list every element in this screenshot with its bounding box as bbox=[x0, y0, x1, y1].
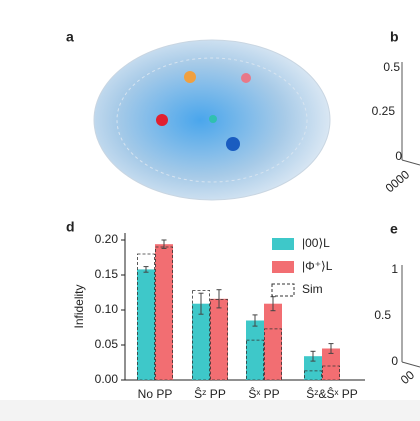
y-tick-label: 0.15 bbox=[95, 267, 119, 281]
y-tick-label: 0.20 bbox=[95, 232, 119, 246]
y-tick-label: 0.00 bbox=[95, 372, 119, 386]
sim-bar bbox=[210, 299, 228, 381]
error-bar bbox=[310, 350, 316, 362]
bar bbox=[246, 320, 264, 380]
tick-label: 00 bbox=[398, 368, 417, 388]
error-bar bbox=[161, 239, 167, 249]
sim-bar bbox=[246, 339, 264, 381]
panel-e-axes bbox=[401, 265, 420, 368]
legend-swatch bbox=[272, 238, 294, 250]
bar bbox=[264, 303, 282, 380]
legend-swatch bbox=[272, 261, 294, 273]
error-bar bbox=[252, 314, 258, 327]
x-tick-label: Ŝˣ PP bbox=[248, 386, 279, 401]
sim-bar bbox=[137, 253, 155, 381]
panel-label: b bbox=[390, 29, 399, 45]
sim-bar bbox=[264, 328, 282, 381]
panel-label: a bbox=[66, 29, 74, 45]
tick-label: 0 bbox=[395, 149, 402, 163]
x-tick-label: Ŝᶻ PP bbox=[194, 386, 226, 401]
panel-label: e bbox=[390, 221, 398, 237]
lattice-image bbox=[93, 39, 331, 201]
error-bar bbox=[216, 289, 222, 309]
error-bar bbox=[270, 296, 276, 312]
tick-label: 0.25 bbox=[372, 104, 396, 118]
sim-bar bbox=[322, 365, 340, 381]
panel-label: d bbox=[66, 219, 75, 235]
error-bar bbox=[328, 343, 334, 354]
bar bbox=[210, 298, 228, 380]
x-tick-label: Ŝᶻ&Ŝˣ PP bbox=[306, 386, 358, 401]
sim-bar bbox=[192, 289, 210, 381]
bar bbox=[192, 303, 210, 380]
tick-label: 0 bbox=[391, 354, 398, 368]
legend-label: |Φ⁺⟩L bbox=[302, 259, 333, 273]
x-tick-label: No PP bbox=[138, 387, 173, 401]
y-tick-label: 0.05 bbox=[95, 337, 119, 351]
legend-label: |00⟩L bbox=[302, 236, 330, 250]
legend-label: Sim bbox=[302, 282, 323, 296]
y-axis-label: Infidelity bbox=[72, 284, 86, 328]
tick-label: 0000 bbox=[383, 167, 413, 195]
legend-swatch bbox=[271, 283, 295, 297]
error-bar bbox=[143, 266, 149, 273]
bar bbox=[137, 269, 155, 380]
sim-bar bbox=[304, 370, 322, 381]
bar bbox=[155, 244, 173, 380]
tick-label: 0.5 bbox=[383, 60, 400, 74]
tick-label: 1 bbox=[391, 262, 398, 276]
y-tick-label: 0.10 bbox=[95, 302, 119, 316]
panel-b-axes bbox=[401, 62, 420, 166]
bar bbox=[304, 356, 322, 380]
tick-label: 0.5 bbox=[374, 308, 391, 322]
error-bar bbox=[198, 292, 204, 315]
bottom-band bbox=[0, 400, 420, 421]
bar bbox=[322, 348, 340, 380]
